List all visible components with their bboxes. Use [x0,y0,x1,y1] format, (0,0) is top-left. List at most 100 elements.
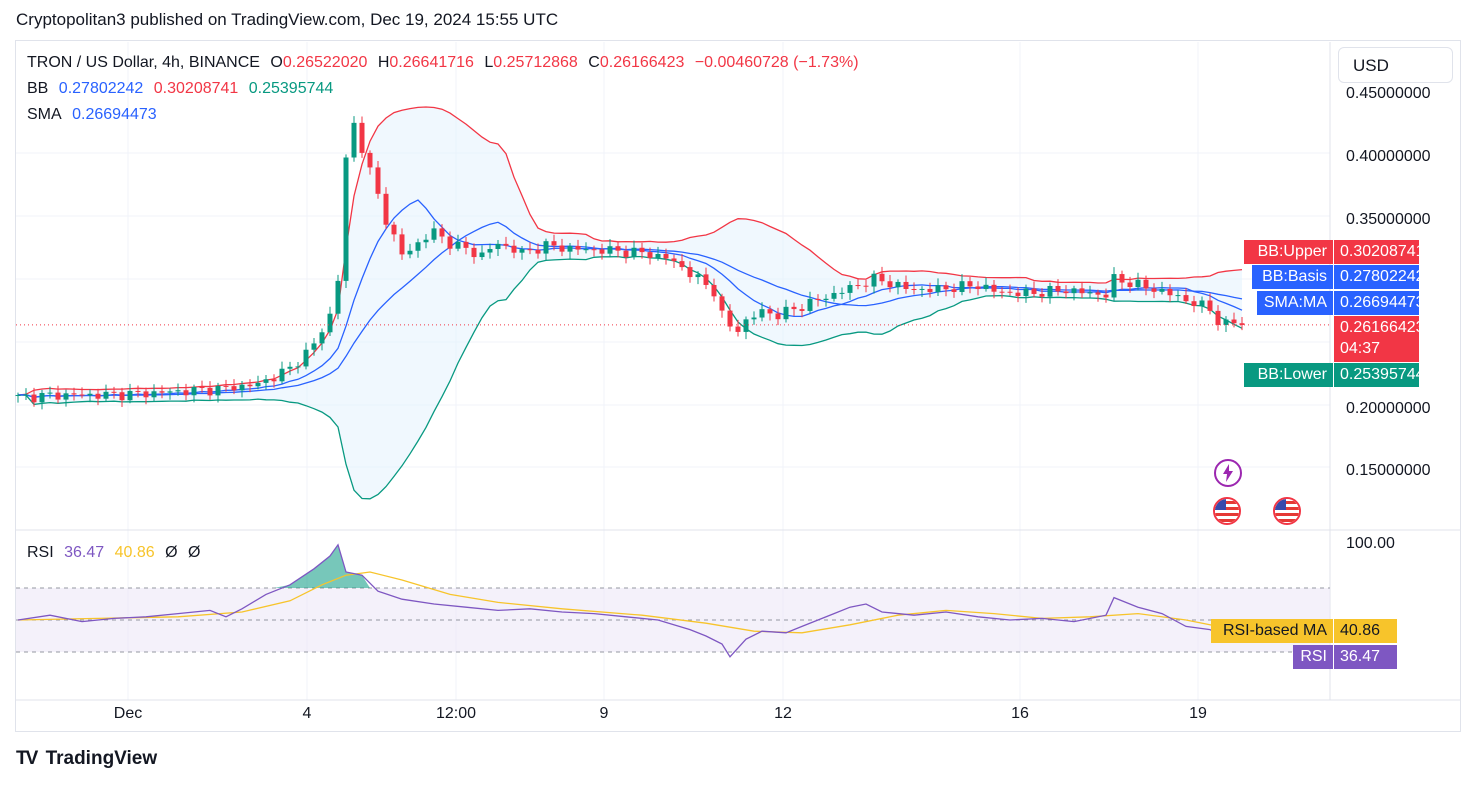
candle-body [903,281,909,289]
candle-body [983,284,989,290]
candle-body [863,285,869,287]
candle-body [927,288,933,293]
time-tick-label: 4 [303,705,312,722]
candle-body [63,393,69,400]
candle-body [991,284,997,292]
tradingview-wordmark: TradingView [45,748,158,769]
candle-body [47,392,53,394]
bb-basis-tag-name: BB:Basis [1252,265,1333,289]
candle-body [911,288,917,290]
bb-upper-tag-value: 0.30208741 [1334,240,1425,264]
candle-body [1015,292,1021,297]
candle-body [119,392,125,401]
us-flag-glyph [1215,499,1239,523]
candle-body [703,274,709,285]
time-axis: Dec 4 12:00 9 12 16 19 [114,705,1207,722]
candle-body [735,326,741,332]
candle-body [839,292,845,294]
candle-body [1103,294,1109,298]
currency-button[interactable]: USD [1338,47,1453,83]
candle-body [439,228,445,237]
candle-body [423,239,429,243]
candle-body [1215,310,1221,325]
candle-body [87,393,93,396]
candle-body [111,391,117,393]
us-flag-icon-2[interactable] [1273,497,1301,525]
candle-body [1191,301,1197,307]
candle-body [255,382,261,387]
candle-body [1039,293,1045,297]
price-tick-label: 0.45000000 [1346,85,1431,102]
us-flag-glyph-2 [1275,499,1299,523]
candle-body [471,247,477,258]
low-value: 0.25712868 [493,54,578,71]
us-flag-icon[interactable] [1213,497,1241,525]
rsi-value: 36.47 [64,544,105,561]
candle-body [1151,288,1157,292]
sma-line [17,199,1243,398]
candle-body [1223,319,1229,325]
sma-tag-name: SMA:MA [1257,291,1333,315]
candle-body [207,387,213,396]
ohlc-legend: TRON / US Dollar, 4h, BINANCE O0.2652202… [27,54,865,72]
candle-body [1007,291,1013,293]
candle-body [447,236,453,249]
symbol-label: TRON / US Dollar, 4h, BINANCE [27,54,260,71]
lightning-glyph [1223,464,1233,482]
candle-body [39,392,45,403]
candle-body [623,250,629,258]
candle-body [135,390,141,392]
candle-body [815,298,821,301]
candle-body [935,285,941,293]
rsi-overbought-fill [274,544,370,588]
lightning-icon[interactable] [1214,459,1242,487]
rsi-legend[interactable]: RSI 36.47 40.86 Ø Ø [27,544,206,562]
rsi-ma-value: 40.86 [114,544,155,561]
sma-legend[interactable]: SMA 0.26694473 [27,106,163,124]
close-value: 0.26166423 [599,54,685,71]
bb-upper-line [17,106,1243,396]
candle-body [303,349,309,367]
candle-body [879,273,885,282]
candle-body [535,249,541,254]
candle-body [247,384,253,387]
candle-body [1071,288,1077,294]
candle-body [415,242,421,251]
candle-body [1031,288,1037,294]
candle-body [231,386,237,391]
rsi-line [17,543,1243,658]
candle-body [383,193,389,225]
candle-body [759,309,765,318]
chart-frame[interactable] [15,40,1461,732]
candle-body [855,285,861,287]
candle-body [1167,289,1173,296]
candle-body [191,387,197,396]
bb-legend[interactable]: BB 0.27802242 0.30208741 0.25395744 [27,80,339,98]
candle-body [679,261,685,268]
candle-body [615,246,621,251]
candle-body [455,241,461,249]
candle-body [743,319,749,332]
candle-body [607,246,613,254]
tradingview-brand[interactable]: TV TradingView [16,748,157,770]
candle-body [591,249,597,251]
bb-lower-tag-name: BB:Lower [1244,363,1333,387]
rsi-ma-tag-name: RSI-based MA [1211,619,1333,643]
candle-body [783,306,789,320]
candle-body [1047,285,1053,297]
candle-body [511,245,517,253]
candle-body [871,273,877,287]
candle-body [719,296,725,311]
candle-body [487,249,493,253]
candle-body [295,366,301,368]
candle-body [223,385,229,387]
candle-body [543,241,549,254]
candle-body [367,152,373,168]
rsi-tag-value: 36.47 [1334,645,1397,669]
candle-body [887,281,893,288]
candle-body [1135,279,1141,287]
rsi-top-tick: 100.00 [1346,535,1395,552]
candle-body [711,284,717,297]
candle-body [479,252,485,258]
